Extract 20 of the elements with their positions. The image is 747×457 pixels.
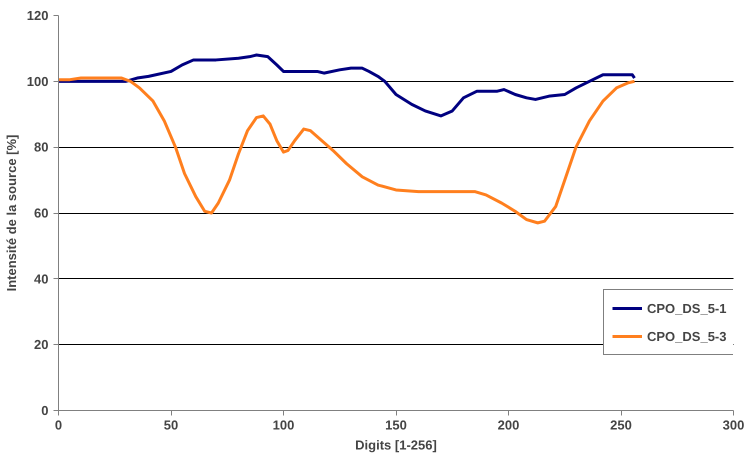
x-tick-label: 250 [610,418,632,432]
y-tick-label: 100 [26,74,49,89]
x-tick-label: 300 [722,418,744,432]
x-axis-title: Digits [1-256] [355,438,437,452]
line-series [58,54,636,118]
line-series [58,76,636,224]
y-tick-label: 120 [26,8,49,23]
x-tick-label: 150 [385,418,407,432]
x-tick-label: 50 [164,418,178,432]
y-tick-label: 20 [34,337,49,352]
legend-label: CPO_DS_5-1 [647,300,726,316]
x-tick-label: 100 [272,418,294,432]
x-tick-label: 0 [54,418,62,432]
y-tick-label: 40 [34,271,49,286]
x-tick-label: 200 [498,418,520,432]
y-tick-label: 60 [34,206,49,220]
y-axis-title: Intensité de la source [%] [4,134,19,292]
legend-label: CPO_DS_5-3 [647,328,726,344]
y-tick-label: 0 [41,403,49,418]
y-tick-label: 80 [34,140,49,155]
